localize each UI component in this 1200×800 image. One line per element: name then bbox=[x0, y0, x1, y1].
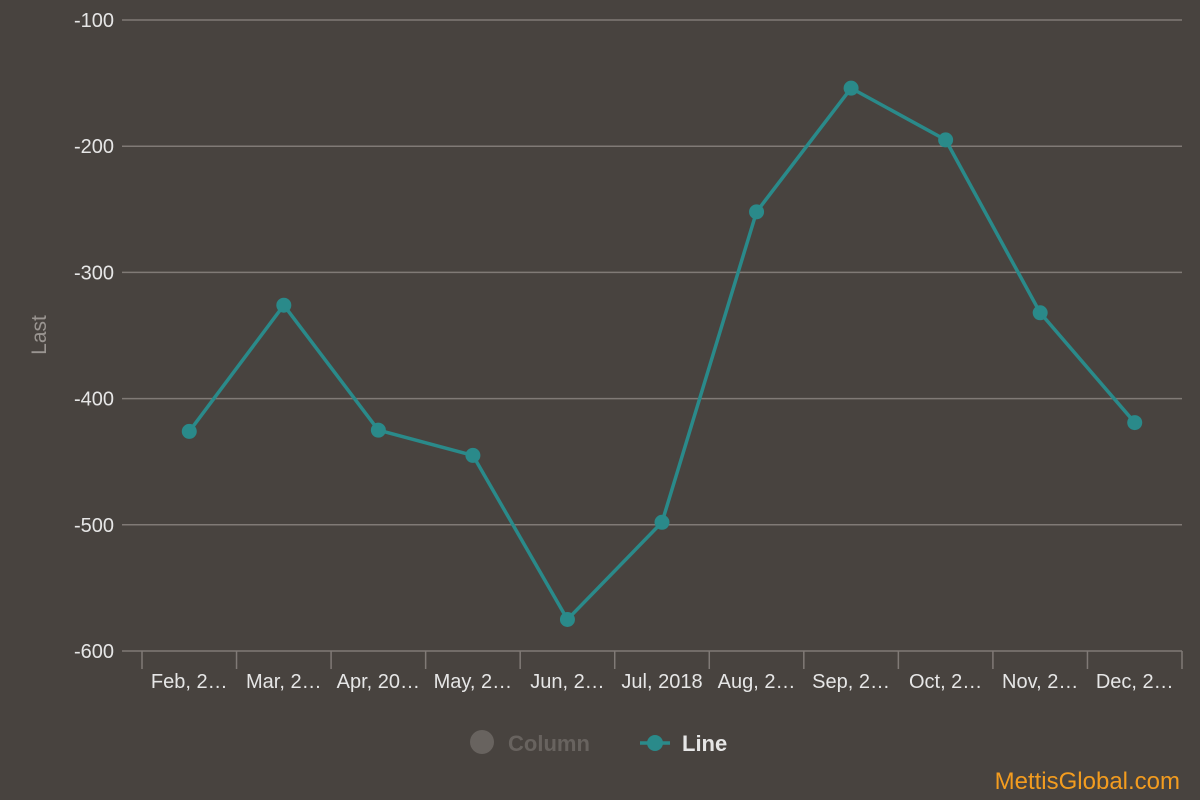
x-tick-label: Dec, 2… bbox=[1096, 671, 1174, 693]
legend: Column Line bbox=[470, 730, 727, 756]
data-point[interactable] bbox=[1032, 305, 1048, 321]
data-point[interactable] bbox=[749, 204, 765, 220]
x-axis: Feb, 2… Mar, 2… Apr, 20… May, 2… Jun, 2… Jul,… bbox=[141, 651, 1183, 693]
x-tick-label: Apr, 20… bbox=[337, 671, 420, 693]
y-tick-label: -200 bbox=[74, 136, 114, 158]
y-tick-label: -300 bbox=[74, 262, 114, 284]
data-point[interactable] bbox=[276, 297, 292, 313]
y-tick-label: -400 bbox=[74, 389, 114, 411]
legend-column-label[interactable]: Column bbox=[508, 731, 590, 756]
data-point[interactable] bbox=[465, 447, 481, 463]
x-tick-label: Nov, 2… bbox=[1002, 671, 1078, 693]
data-point[interactable] bbox=[181, 423, 197, 439]
legend-line-marker[interactable] bbox=[647, 735, 663, 751]
grid-lines bbox=[122, 19, 1182, 652]
series-line bbox=[181, 80, 1143, 627]
y-axis-title: Last bbox=[28, 315, 51, 355]
data-point[interactable] bbox=[654, 514, 670, 530]
x-tick-label: Mar, 2… bbox=[246, 671, 322, 693]
y-tick-label: -500 bbox=[74, 515, 114, 537]
x-tick-label: Aug, 2… bbox=[718, 671, 796, 693]
legend-column-marker[interactable] bbox=[470, 730, 494, 754]
data-point[interactable] bbox=[370, 422, 386, 438]
x-tick-label: May, 2… bbox=[434, 671, 513, 693]
x-tick-label: Sep, 2… bbox=[812, 671, 890, 693]
x-tick-label: Feb, 2… bbox=[151, 671, 228, 693]
data-point[interactable] bbox=[559, 611, 575, 627]
x-tick-label: Jul, 2018 bbox=[621, 671, 702, 693]
y-axis-ticks: -100 -200 -300 -400 -500 -600 bbox=[74, 10, 114, 663]
watermark: MettisGlobal.com bbox=[995, 768, 1180, 795]
legend-line-label[interactable]: Line bbox=[682, 731, 727, 756]
data-point[interactable] bbox=[843, 80, 859, 96]
x-tick-label: Oct, 2… bbox=[909, 671, 982, 693]
data-point[interactable] bbox=[1127, 415, 1143, 431]
y-tick-label: -600 bbox=[74, 641, 114, 663]
x-tick-label: Jun, 2… bbox=[530, 671, 604, 693]
series-line-path bbox=[187, 86, 1137, 622]
data-point[interactable] bbox=[938, 132, 954, 148]
y-tick-label: -100 bbox=[74, 10, 114, 32]
